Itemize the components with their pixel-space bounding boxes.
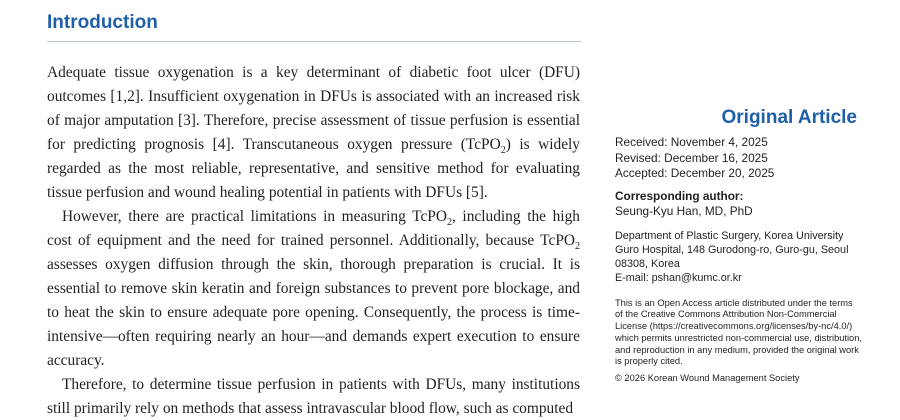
paragraph: Therefore, to determine tissue perfusion… [47,373,580,420]
date-line: Revised: December 16, 2025 [615,150,768,165]
section-title: Introduction [47,12,158,33]
body-text: Adequate tissue oxygenation is a key det… [47,61,580,420]
license-line: which permits unrestricted non-commercia… [615,332,862,343]
license-line: and reproduction in any medium, provided… [615,344,859,355]
address-line: 08308, Korea [615,257,680,270]
copyright: © 2026 Korean Wound Management Society [615,373,800,384]
text-run: , including the high cost of equipment a… [47,208,580,249]
license-line: License (https://creativecommons.org/lic… [615,321,853,332]
dates: Received: November 4, 2025 Revised: Decem… [615,135,857,182]
subscript: 2 [575,241,580,253]
text-run: Adequate tissue oxygenation is a key det… [47,64,580,153]
rule [47,41,581,42]
text-run: However, there are practical limitations… [62,208,447,225]
sidebar: Original Article Received: November 4, 2… [615,107,862,385]
article-type: Original Article [721,107,858,128]
license-line: of the Creative Commons Attribution Non-… [615,309,837,320]
paragraph: Adequate tissue oxygenation is a key det… [47,61,580,205]
text-run: assesses oxygen diffusion through the sk… [47,256,580,369]
license-line: is properly cited. [615,356,683,367]
subscript: 2 [500,145,506,157]
subscript: 2 [446,217,452,229]
address: Department of Plastic Surgery, Korea Uni… [615,229,857,285]
address-line: Department of Plastic Surgery, Korea Uni… [615,229,844,242]
address-line: Guro Hospital, 148 Gurodong-ro, Guro-gu,… [615,243,849,256]
paragraph: However, there are practical limitations… [47,205,580,373]
address-line: E-mail: pshan@kumc.or.kr [615,271,742,284]
date-line: Received: November 4, 2025 [615,135,768,149]
author: Seung-Kyu Han, MD, PhD [615,204,753,218]
text-run: Therefore, to determine tissue perfusion… [47,376,580,417]
date-line: Accepted: December 20, 2025 [615,166,775,180]
text-run: ) is widely regarded as the most reliabl… [47,136,580,201]
license-line: This is an Open Access article distribut… [615,297,853,308]
corresponding-label: Corresponding author: [615,188,744,203]
license: This is an Open Access article distribut… [615,297,862,369]
